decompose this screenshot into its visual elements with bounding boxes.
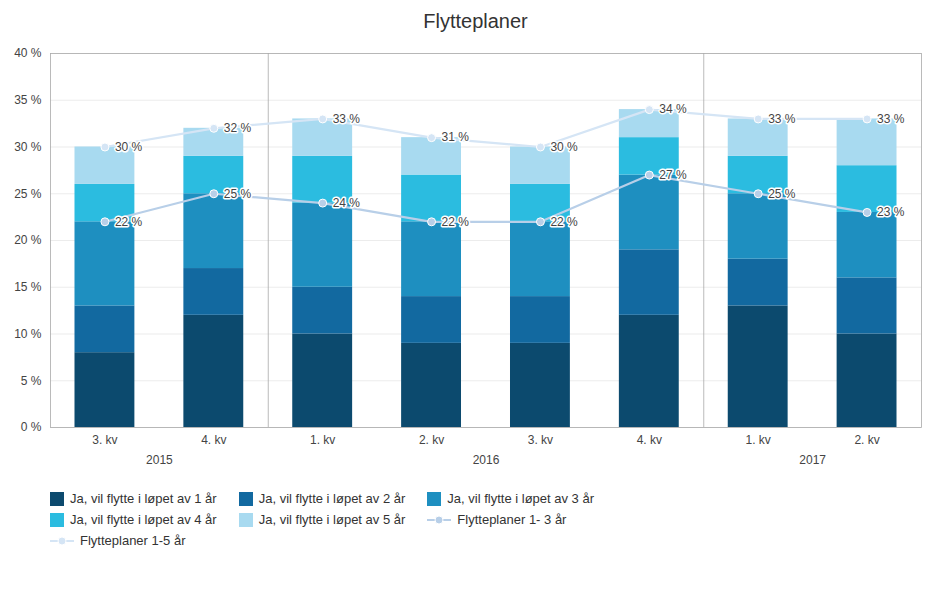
svg-text:2015: 2015 — [146, 453, 173, 467]
svg-text:32 %: 32 % — [224, 121, 252, 135]
svg-text:3. kv: 3. kv — [528, 433, 553, 447]
svg-text:33 %: 33 % — [768, 112, 796, 126]
svg-text:33 %: 33 % — [333, 112, 361, 126]
html-text:Ja, vil flytte i løpet av 2 år: Ja, vil flytte i løpet av 2 år — [258, 491, 406, 506]
svg-text:24 %: 24 % — [333, 196, 361, 210]
svg-text:5 %: 5 % — [21, 374, 42, 388]
html-text:Ja, vil flytte i løpet av 1 år: Ja, vil flytte i løpet av 1 år — [70, 491, 217, 506]
svg-text:2. kv: 2. kv — [419, 433, 444, 447]
html-text:Flytteplaner: Flytteplaner — [423, 10, 528, 32]
svg-text:30 %: 30 % — [14, 140, 42, 154]
svg-text:30 %: 30 % — [550, 140, 578, 154]
svg-text:31 %: 31 % — [442, 130, 470, 144]
svg-text:2017: 2017 — [799, 453, 826, 467]
svg-text:40 %: 40 % — [14, 46, 42, 60]
svg-text:22 %: 22 % — [442, 215, 470, 229]
svg-text:2. kv: 2. kv — [854, 433, 879, 447]
svg-text:35 %: 35 % — [14, 93, 42, 107]
svg-text:25 %: 25 % — [224, 187, 252, 201]
svg-text:22 %: 22 % — [550, 215, 578, 229]
html-text:Ja, vil flytte i løpet av 4 år: Ja, vil flytte i løpet av 4 år — [70, 512, 217, 527]
svg-text:4. kv: 4. kv — [637, 433, 662, 447]
svg-text:20 %: 20 % — [14, 233, 42, 247]
html-text:Flytteplaner 1-5 år: Flytteplaner 1-5 år — [80, 533, 186, 548]
svg-text:22 %: 22 % — [115, 215, 143, 229]
svg-text:25 %: 25 % — [14, 187, 42, 201]
svg-text:25 %: 25 % — [768, 187, 796, 201]
svg-text:10 %: 10 % — [14, 327, 42, 341]
svg-text:1. kv: 1. kv — [310, 433, 335, 447]
svg-text:3. kv: 3. kv — [92, 433, 117, 447]
svg-text:1. kv: 1. kv — [746, 433, 771, 447]
svg-text:2016: 2016 — [473, 453, 500, 467]
svg-text:30 %: 30 % — [115, 140, 143, 154]
html-text:Ja, vil flytte i løpet av 5 år: Ja, vil flytte i løpet av 5 år — [258, 512, 406, 527]
svg-text:0 %: 0 % — [21, 420, 42, 434]
svg-text:34 %: 34 % — [659, 102, 687, 116]
html-text:Flytteplaner 1- 3 år: Flytteplaner 1- 3 år — [457, 512, 567, 527]
svg-text:15 %: 15 % — [14, 280, 42, 294]
svg-text:4. kv: 4. kv — [201, 433, 226, 447]
svg-text:33 %: 33 % — [877, 112, 905, 126]
svg-text:27 %: 27 % — [659, 168, 687, 182]
html-text:Ja, vil flytte i løpet av 3 år: Ja, vil flytte i løpet av 3 år — [447, 491, 594, 506]
svg-text:23 %: 23 % — [877, 205, 905, 219]
